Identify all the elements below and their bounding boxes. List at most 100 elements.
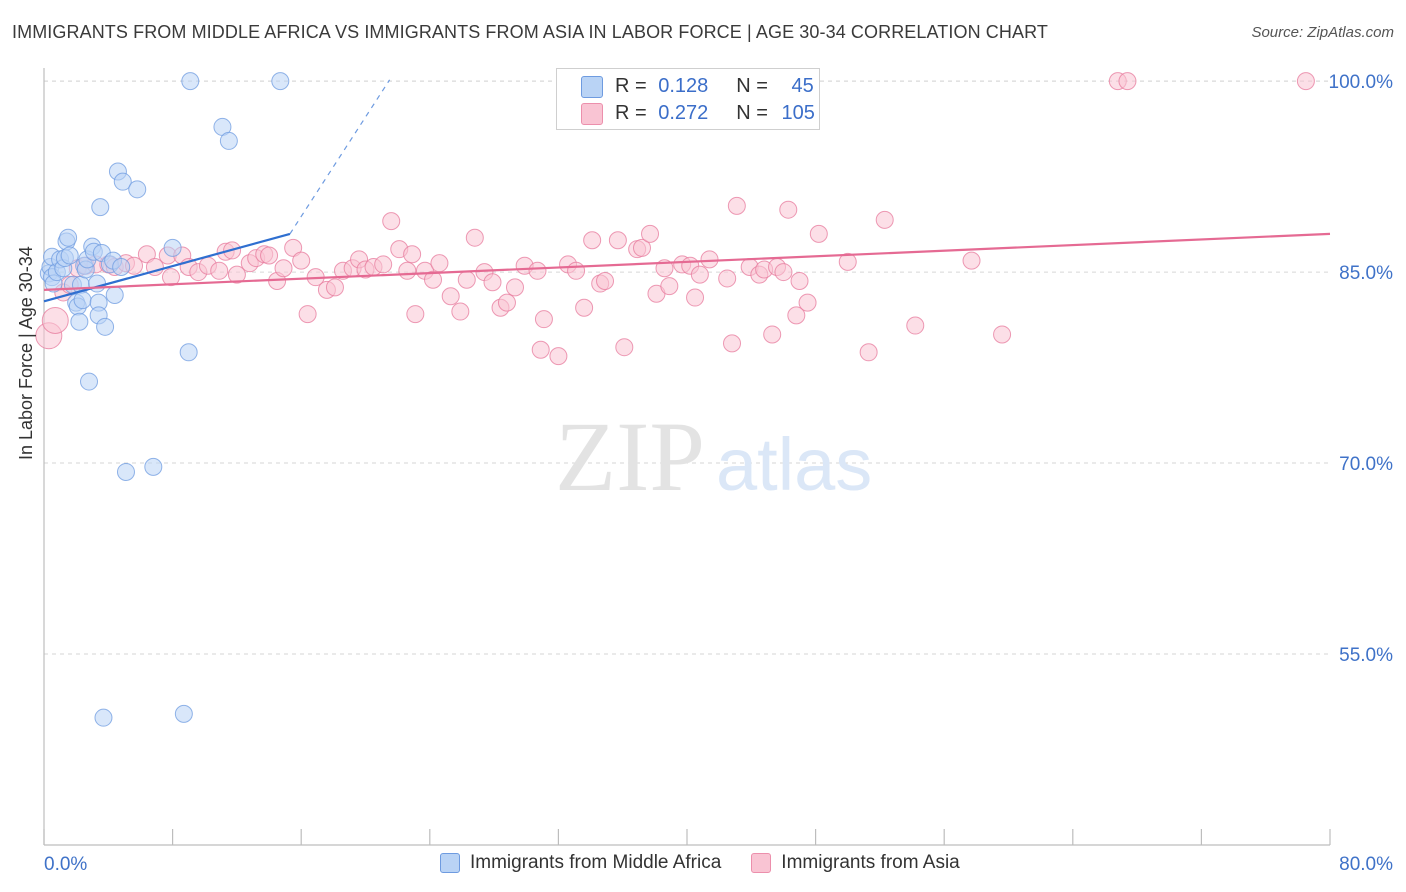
point-asia — [632, 238, 651, 257]
n-value-asia: 105 — [781, 102, 815, 124]
point-middle-africa — [91, 198, 110, 217]
point-asia — [779, 200, 798, 219]
legend-item-asia[interactable]: Immigrants from Asia — [751, 852, 960, 874]
point-asia — [441, 287, 460, 306]
point-asia — [274, 259, 293, 278]
legend-label-asia: Immigrants from Asia — [781, 852, 960, 873]
point-asia — [1118, 72, 1137, 91]
y-tick-label: 85.0% — [1339, 263, 1393, 284]
y-tick-label: 70.0% — [1339, 454, 1393, 475]
r-label: R = — [615, 75, 647, 97]
stats-box: R = 0.128 N = 45 R = 0.272 N = 105 — [556, 68, 820, 130]
point-middle-africa — [73, 291, 92, 310]
point-asia — [406, 305, 425, 324]
point-asia — [325, 278, 344, 297]
point-asia — [763, 325, 782, 344]
point-middle-africa — [112, 257, 131, 276]
point-middle-africa — [113, 172, 132, 191]
x-tick-label: 80.0% — [1339, 854, 1393, 875]
r-value-africa: 0.128 — [658, 75, 709, 97]
point-middle-africa — [163, 238, 182, 257]
stats-row-africa: R = 0.128 N = 45 — [581, 75, 814, 98]
legend-swatch-africa — [440, 853, 460, 873]
point-asia — [962, 251, 981, 270]
watermark-zip: ZIP — [555, 401, 705, 512]
point-asia — [398, 261, 417, 280]
legend: Immigrants from Middle Africa Immigrants… — [440, 852, 960, 874]
point-asia — [906, 316, 925, 335]
point-asia — [161, 268, 180, 287]
point-asia — [534, 310, 553, 329]
point-asia — [1296, 72, 1315, 91]
watermark-atlas: atlas — [716, 423, 872, 506]
point-asia — [227, 265, 246, 284]
point-middle-africa — [94, 708, 113, 727]
point-middle-africa — [116, 462, 135, 481]
point-middle-africa — [105, 285, 124, 304]
point-middle-africa — [271, 72, 290, 91]
point-asia — [690, 265, 709, 284]
point-asia — [700, 250, 719, 269]
point-asia — [260, 246, 279, 265]
point-middle-africa — [128, 180, 147, 199]
point-asia — [575, 298, 594, 317]
stats-swatch-africa — [581, 75, 603, 98]
point-middle-africa — [179, 343, 198, 362]
point-asia — [859, 343, 878, 362]
point-asia — [875, 210, 894, 229]
point-asia — [457, 270, 476, 289]
point-asia — [567, 261, 586, 280]
point-middle-africa — [219, 131, 238, 150]
point-asia — [41, 306, 69, 334]
point-asia — [774, 263, 793, 282]
point-middle-africa — [144, 457, 163, 476]
tick-labels: 55.0% 70.0% 85.0% 100.0% 0.0% 80.0% — [44, 72, 1393, 875]
trend-middle-africa-extension — [289, 79, 391, 235]
point-asia — [723, 334, 742, 353]
n-label: N = — [736, 75, 768, 97]
point-asia — [430, 254, 449, 273]
y-tick-label: 100.0% — [1329, 72, 1394, 93]
point-asia — [298, 305, 317, 324]
source-label: Source: ZipAtlas.com — [1251, 24, 1394, 41]
point-asia — [838, 252, 857, 271]
grid-lines — [44, 80, 1330, 655]
point-asia — [718, 269, 737, 288]
trend-middle-africa — [43, 232, 291, 303]
point-asia — [528, 261, 547, 280]
point-asia — [284, 238, 303, 257]
n-label: N = — [736, 102, 768, 124]
y-axis-label: In Labor Force | Age 30-34 — [16, 246, 36, 460]
point-asia — [483, 273, 502, 292]
point-middle-africa — [96, 317, 115, 336]
point-asia — [686, 288, 705, 307]
axes — [43, 68, 1331, 846]
point-asia — [531, 340, 550, 359]
point-asia — [505, 278, 524, 297]
point-asia — [497, 293, 516, 312]
point-asia — [292, 251, 311, 270]
trend-lines — [43, 79, 1331, 303]
point-asia — [549, 347, 568, 366]
point-asia — [993, 325, 1012, 344]
point-asia — [787, 306, 806, 325]
r-label: R = — [615, 102, 647, 124]
point-middle-africa — [59, 228, 78, 247]
point-asia — [790, 271, 809, 290]
point-asia — [382, 212, 401, 231]
trend-asia — [43, 232, 1331, 291]
point-asia — [451, 302, 470, 321]
chart-title: IMMIGRANTS FROM MIDDLE AFRICA VS IMMIGRA… — [12, 22, 1048, 42]
stats-swatch-asia — [581, 102, 603, 125]
point-middle-africa — [80, 372, 99, 391]
point-asia — [583, 231, 602, 250]
point-middle-africa — [60, 246, 79, 265]
point-asia — [596, 271, 615, 290]
legend-item-africa[interactable]: Immigrants from Middle Africa — [440, 852, 721, 874]
point-asia — [798, 293, 817, 312]
watermark: ZIP atlas — [555, 401, 872, 512]
point-asia — [727, 196, 746, 215]
point-asia — [210, 261, 229, 280]
point-asia — [137, 245, 156, 264]
